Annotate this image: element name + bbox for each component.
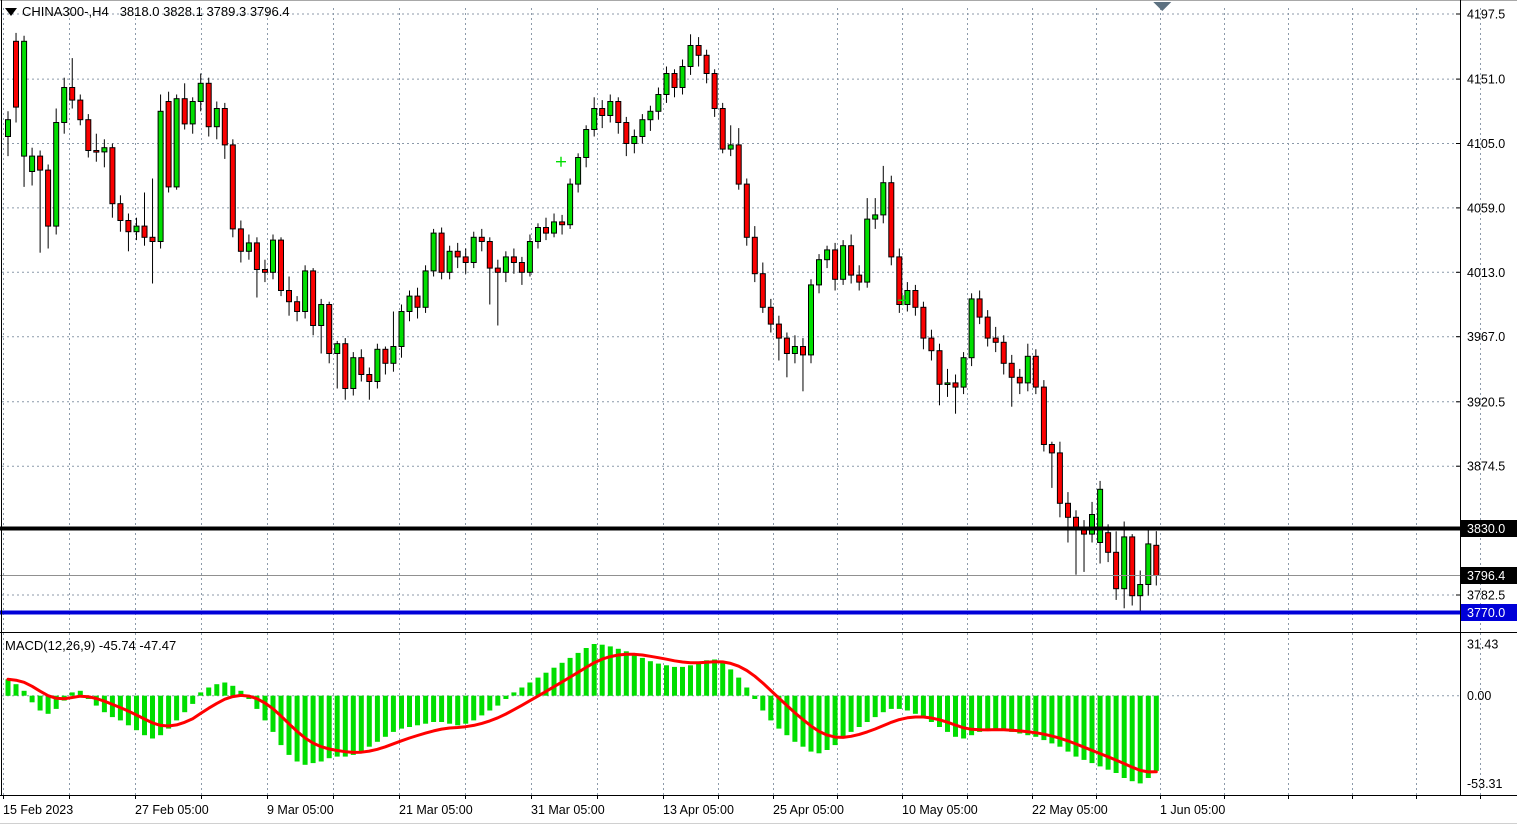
candles-layer [5,32,1160,614]
svg-text:31 Mar 05:00: 31 Mar 05:00 [531,803,605,817]
macd-signal-line [6,652,1158,774]
svg-text:25 Apr 05:00: 25 Apr 05:00 [773,803,844,817]
svg-text:15 Feb 2023: 15 Feb 2023 [3,803,73,817]
svg-text:4013.0: 4013.0 [1467,266,1505,280]
svg-text:3967.0: 3967.0 [1467,330,1505,344]
indicator-label: MACD(12,26,9) -45.74 -47.47 [5,638,177,653]
svg-text:3920.5: 3920.5 [1467,395,1505,409]
svg-text:27 Feb 05:00: 27 Feb 05:00 [135,803,209,817]
last-bar-marker-icon [1153,2,1172,11]
svg-text:13 Apr 05:00: 13 Apr 05:00 [663,803,734,817]
svg-text:3874.5: 3874.5 [1467,460,1505,474]
svg-text:4197.5: 4197.5 [1467,8,1505,22]
symbol-title-bar: CHINA300-,H4 3818.0 3828.1 3789.3 3796.4 [5,4,290,19]
price-badge-3830.0: 3830.0 [1461,520,1517,537]
price-badge-3770.0: 3770.0 [1461,604,1517,621]
svg-text:10 May 05:00: 10 May 05:00 [902,803,978,817]
grid-layer [2,8,1481,795]
time-axis[interactable]: 15 Feb 2023 27 Feb 05:00 9 Mar 05:00 21 Mar… [3,795,1481,817]
svg-text:0.00: 0.00 [1467,689,1491,703]
svg-text:1 Jun 05:00: 1 Jun 05:00 [1160,803,1225,817]
price-badges-layer: 3830.0 3796.4 3770.0 [1461,520,1517,621]
svg-text:22 May 05:00: 22 May 05:00 [1032,803,1108,817]
price-badge-3796.4: 3796.4 [1461,567,1517,584]
trade-markers-layer [556,156,908,306]
svg-text:21 Mar 05:00: 21 Mar 05:00 [399,803,473,817]
svg-text:3782.5: 3782.5 [1467,589,1505,603]
svg-text:3796.4: 3796.4 [1467,569,1505,583]
macd-indicator-layer [5,644,1159,784]
svg-text:-53.31: -53.31 [1467,777,1502,791]
price-axis[interactable]: 4197.5 4151.0 4105.0 4059.0 4013.0 3967.0 3920… [1456,8,1505,791]
svg-text:9 Mar 05:00: 9 Mar 05:00 [267,803,334,817]
svg-text:3770.0: 3770.0 [1467,606,1505,620]
symbol-timeframe-label: CHINA300-,H4 [22,4,109,19]
svg-text:31.43: 31.43 [1467,637,1498,651]
svg-text:3830.0: 3830.0 [1467,522,1505,536]
one-click-trading-icon[interactable] [5,7,17,16]
ohlc-values-label: 3818.0 3828.1 3789.3 3796.4 [119,4,290,19]
level-lines-layer[interactable] [0,526,1460,615]
svg-text:4059.0: 4059.0 [1467,201,1505,215]
svg-text:4105.0: 4105.0 [1467,137,1505,151]
svg-text:4151.0: 4151.0 [1467,73,1505,87]
